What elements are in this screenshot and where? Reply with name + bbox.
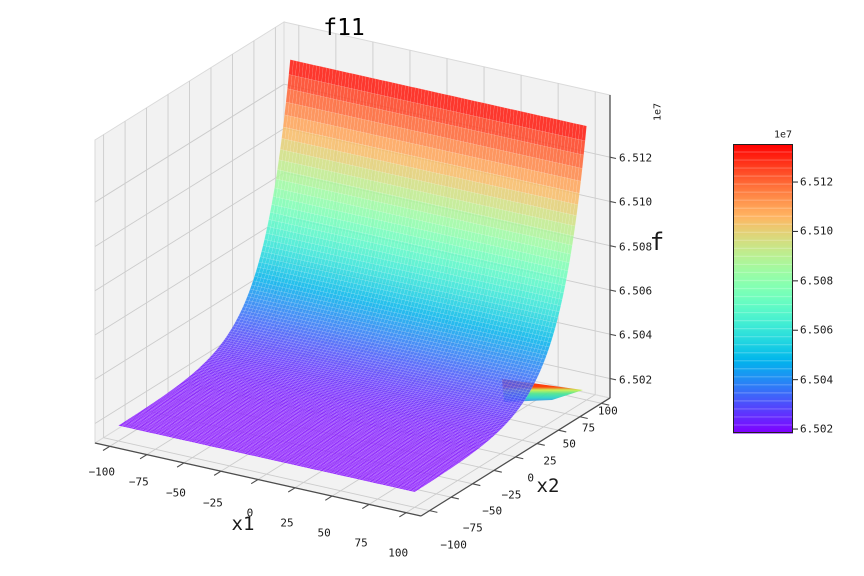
x2-tick-label: 25 <box>543 454 557 468</box>
z-tick-label: 6.508 <box>619 240 653 254</box>
x1-tick-label: 75 <box>354 536 368 550</box>
x1-tick-label: −50 <box>165 486 186 500</box>
z-tick-label: 6.512 <box>619 151 653 165</box>
x2-tick-label: −75 <box>462 521 483 535</box>
x2-tick-label: 75 <box>581 421 596 435</box>
x2-axis-label: x2 <box>536 475 560 497</box>
z-tick-label: 6.504 <box>619 328 653 342</box>
x1-tick-label: 100 <box>388 546 409 560</box>
x1-tick-label: 50 <box>317 526 331 540</box>
chart-title: f11 <box>323 15 365 41</box>
colorbar-tick-label: 6.504 <box>800 373 834 387</box>
z-tick-label: 6.502 <box>619 373 653 386</box>
colorbar-tick-label: 6.512 <box>800 175 834 189</box>
colorbar-offset-text: 1e7 <box>773 129 793 141</box>
colorbar-tick-label: 6.508 <box>800 274 834 288</box>
x1-tick-label: 0 <box>246 506 254 520</box>
z-tick-label: 6.510 <box>619 195 653 209</box>
z-axis-offset-text: 1e7 <box>652 102 664 122</box>
x2-tick-label: −25 <box>501 488 522 501</box>
x2-tick-label: 0 <box>527 471 534 485</box>
colorbar-tick-label: 6.502 <box>800 422 834 436</box>
z-tick-label: 6.506 <box>619 284 653 298</box>
x2-tick-label: 100 <box>597 404 618 418</box>
colorbar-tick-label: 6.506 <box>800 323 834 337</box>
x1-tick-label: −100 <box>88 465 116 479</box>
x2-tick-label: 50 <box>562 437 576 451</box>
x1-tick-label: −25 <box>203 496 223 510</box>
x1-tick-label: 25 <box>280 516 294 530</box>
x2-tick-label: −50 <box>482 504 503 518</box>
x1-tick-label: −75 <box>128 475 149 489</box>
f-axis-label: f <box>649 228 665 256</box>
x1-axis-label: x1 <box>231 513 255 535</box>
colorbar-tick-label: 6.510 <box>800 224 834 238</box>
x2-tick-label: −100 <box>440 538 467 552</box>
